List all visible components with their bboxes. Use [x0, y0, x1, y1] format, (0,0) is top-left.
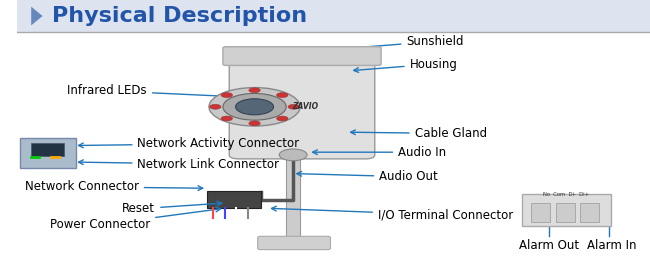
Circle shape	[249, 121, 260, 126]
Circle shape	[249, 88, 260, 93]
Bar	[286, 155, 300, 240]
Text: Reset: Reset	[122, 201, 222, 215]
FancyBboxPatch shape	[20, 138, 76, 168]
Circle shape	[221, 93, 233, 97]
Bar	[580, 203, 599, 222]
Text: Network Activity Connector: Network Activity Connector	[79, 137, 300, 150]
FancyBboxPatch shape	[257, 236, 330, 250]
Circle shape	[223, 93, 286, 120]
Text: No  Com  Di-  Di+: No Com Di- Di+	[543, 192, 590, 197]
Text: Alarm In: Alarm In	[588, 239, 637, 252]
Text: Infrared LEDs: Infrared LEDs	[68, 84, 247, 99]
Bar	[31, 143, 64, 156]
Circle shape	[221, 116, 233, 121]
Circle shape	[235, 99, 274, 115]
Circle shape	[277, 93, 288, 97]
FancyBboxPatch shape	[223, 47, 381, 65]
Text: I/O Terminal Connector: I/O Terminal Connector	[272, 206, 514, 221]
Bar	[556, 203, 575, 222]
Circle shape	[288, 104, 300, 109]
Text: Network Link Connector: Network Link Connector	[79, 158, 280, 171]
Circle shape	[210, 104, 221, 109]
Text: Cable Gland: Cable Gland	[350, 127, 487, 140]
FancyBboxPatch shape	[18, 0, 650, 32]
Text: Housing: Housing	[354, 58, 458, 72]
Text: ZAVIO: ZAVIO	[292, 102, 318, 111]
Text: Sunshield: Sunshield	[322, 35, 464, 52]
Polygon shape	[31, 7, 43, 25]
Bar	[531, 203, 550, 222]
Circle shape	[280, 149, 307, 161]
Circle shape	[209, 88, 300, 126]
FancyBboxPatch shape	[521, 194, 611, 226]
Text: Physical Description: Physical Description	[52, 6, 307, 26]
Text: Power Connector: Power Connector	[50, 207, 220, 231]
Bar	[207, 191, 261, 208]
Text: Audio In: Audio In	[313, 146, 447, 159]
Text: Network Connector: Network Connector	[25, 180, 203, 193]
Circle shape	[277, 116, 288, 121]
Text: Alarm Out: Alarm Out	[519, 239, 579, 252]
Text: Audio Out: Audio Out	[297, 170, 438, 183]
FancyBboxPatch shape	[229, 49, 375, 159]
